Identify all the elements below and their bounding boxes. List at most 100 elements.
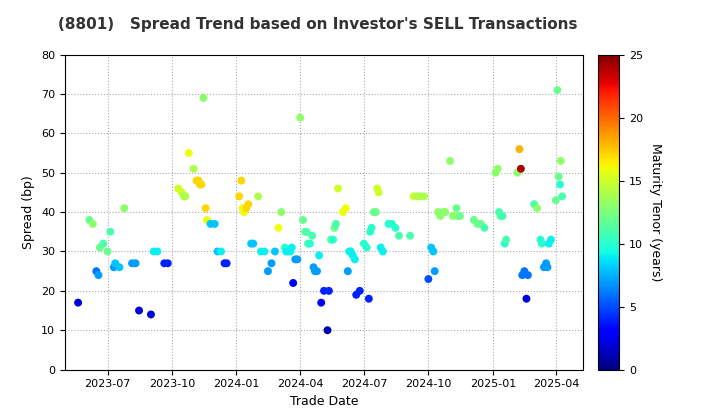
Point — [492, 165, 503, 172]
Point — [287, 280, 299, 286]
Point — [535, 236, 546, 243]
Point — [158, 260, 170, 267]
Point — [258, 248, 270, 255]
Point — [363, 295, 374, 302]
Point — [183, 150, 194, 156]
Point — [515, 165, 526, 172]
Point — [215, 248, 227, 255]
Point — [72, 299, 84, 306]
Point — [309, 268, 320, 275]
Point — [555, 158, 567, 164]
Point — [451, 205, 462, 212]
Point — [104, 228, 116, 235]
Point — [415, 193, 426, 199]
Point — [444, 158, 456, 164]
Point — [145, 311, 157, 318]
Point — [512, 169, 523, 176]
Point — [433, 209, 444, 215]
Point — [302, 240, 314, 247]
Point — [102, 248, 113, 255]
Point — [307, 264, 319, 270]
Point — [539, 264, 550, 270]
Point — [237, 205, 248, 212]
Point — [305, 240, 316, 247]
X-axis label: Trade Date: Trade Date — [289, 395, 359, 408]
Point — [366, 224, 377, 231]
Point — [325, 236, 337, 243]
Point — [370, 209, 382, 215]
Point — [219, 260, 230, 267]
Point — [541, 264, 553, 270]
Point — [114, 264, 125, 270]
Point — [311, 268, 323, 275]
Point — [289, 256, 301, 263]
Point — [233, 193, 245, 199]
Point — [94, 244, 106, 251]
Point — [279, 244, 291, 251]
Point — [531, 205, 543, 212]
Point — [426, 244, 437, 251]
Point — [179, 193, 191, 199]
Point — [351, 291, 362, 298]
Point — [372, 185, 383, 192]
Point — [276, 209, 287, 215]
Point — [343, 248, 355, 255]
Point — [405, 232, 416, 239]
Point — [454, 213, 466, 219]
Point — [255, 248, 266, 255]
Point — [209, 220, 220, 227]
Point — [373, 189, 384, 196]
Point — [284, 248, 296, 255]
Y-axis label: Maturity Tenor (years): Maturity Tenor (years) — [649, 143, 662, 281]
Point — [479, 224, 490, 231]
Point — [243, 201, 254, 207]
Point — [193, 177, 204, 184]
Point — [361, 244, 372, 251]
Point — [328, 236, 339, 243]
Point — [323, 287, 335, 294]
Point — [337, 209, 348, 215]
Point — [516, 272, 528, 278]
Point — [383, 220, 395, 227]
Point — [178, 193, 189, 199]
Point — [204, 220, 216, 227]
Point — [500, 236, 512, 243]
Point — [240, 205, 252, 212]
Point — [521, 295, 532, 302]
Point — [133, 307, 145, 314]
Point — [552, 87, 563, 93]
Point — [452, 213, 464, 219]
Point — [176, 189, 187, 196]
Point — [262, 268, 274, 275]
Point — [198, 94, 210, 101]
Point — [553, 173, 564, 180]
Point — [294, 114, 306, 121]
Point — [340, 205, 351, 212]
Point — [191, 177, 202, 184]
Point — [248, 240, 259, 247]
Point — [238, 209, 250, 215]
Point — [246, 240, 257, 247]
Point — [300, 228, 311, 235]
Point — [540, 260, 552, 267]
Point — [347, 252, 359, 259]
Point — [119, 205, 130, 212]
Point — [358, 240, 369, 247]
Point — [292, 256, 303, 263]
Point — [109, 260, 121, 267]
Point — [130, 260, 141, 267]
Point — [269, 248, 281, 255]
Point — [375, 244, 387, 251]
Point — [322, 327, 333, 333]
Point — [148, 248, 160, 255]
Point — [550, 197, 562, 204]
Point — [330, 220, 342, 227]
Point — [253, 193, 264, 199]
Point — [499, 240, 510, 247]
Point — [332, 185, 343, 192]
Point — [108, 264, 120, 270]
Point — [554, 181, 566, 188]
Point — [435, 213, 446, 219]
Point — [497, 213, 508, 219]
Point — [273, 224, 284, 231]
